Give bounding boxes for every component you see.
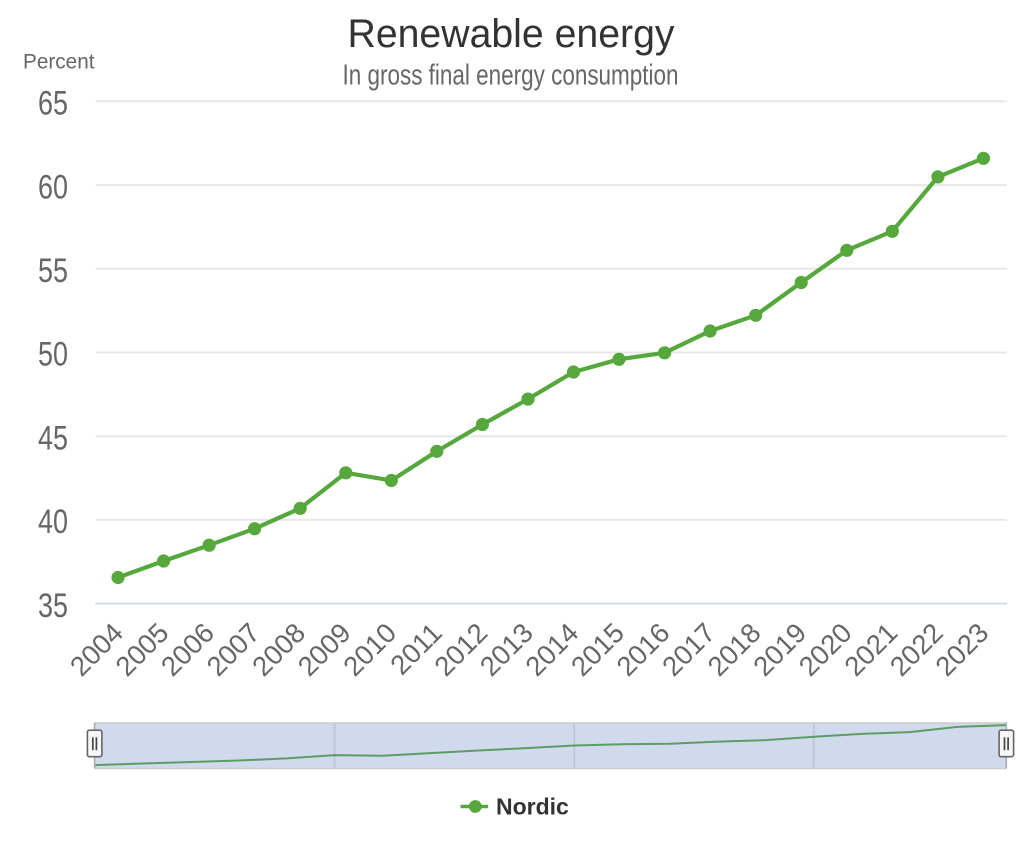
svg-text:Nordic: Nordic (496, 794, 569, 820)
svg-text:60: 60 (38, 168, 68, 206)
svg-text:In gross final energy consumpt: In gross final energy consumption (343, 60, 679, 92)
svg-text:Percent: Percent (23, 51, 95, 74)
svg-text:55: 55 (38, 252, 68, 290)
svg-text:Renewable energy: Renewable energy (348, 12, 675, 56)
svg-text:35: 35 (38, 587, 68, 625)
svg-text:65: 65 (38, 85, 68, 123)
svg-text:50: 50 (38, 336, 68, 374)
svg-text:45: 45 (38, 419, 68, 457)
svg-text:40: 40 (38, 503, 68, 541)
